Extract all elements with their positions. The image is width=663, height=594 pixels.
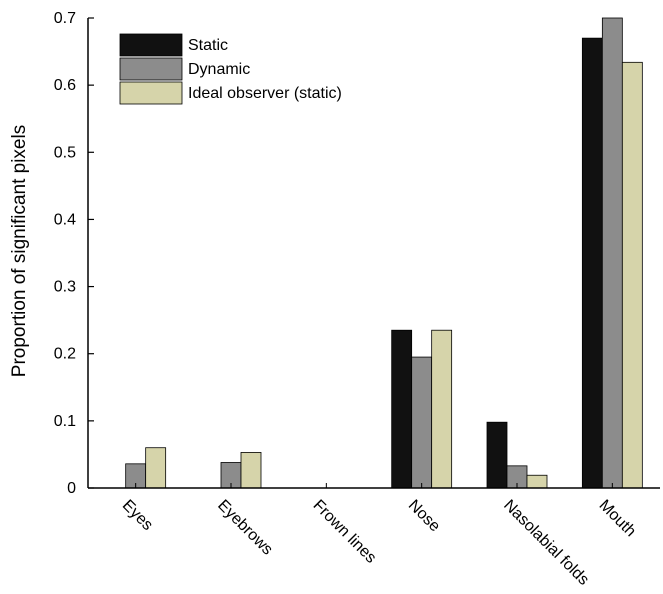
x-tick-label: Nose <box>405 497 444 536</box>
legend-label: Ideal observer (static) <box>188 85 342 102</box>
axes <box>87 18 660 489</box>
y-tick-label: 0.4 <box>54 211 76 228</box>
y-tick-label: 0.6 <box>54 77 76 94</box>
legend-swatch <box>119 81 183 105</box>
bar-mouth-ideal-observer-static <box>621 61 643 489</box>
legend-swatch <box>119 57 183 81</box>
y-ticks: 0 0.1 0.2 0.3 0.4 0.5 0.6 0.7 <box>54 10 94 497</box>
y-tick-label: 0.1 <box>54 413 76 430</box>
legend: Static Dynamic Ideal observer (static) <box>119 33 342 105</box>
bar-nose-static <box>391 329 413 489</box>
legend-label: Dynamic <box>188 61 250 78</box>
legend-label: Static <box>188 37 228 54</box>
x-tick-label: Mouth <box>596 497 639 540</box>
bar-eyebrows-ideal-observer-static <box>240 452 262 489</box>
y-tick-label: 0.2 <box>54 346 76 363</box>
x-tick-label: Nasolabial folds <box>500 497 592 589</box>
bar-mouth-dynamic <box>601 17 623 489</box>
y-tick-label: 0 <box>67 480 76 497</box>
bar-nose-ideal-observer-static <box>431 329 453 489</box>
y-axis-title: Proportion of significant pixels <box>9 125 30 377</box>
bar-nasolabial-folds-static <box>486 421 508 489</box>
bar-eyes-ideal-observer-static <box>145 447 167 489</box>
x-tick-label: Frown lines <box>310 497 380 567</box>
y-tick-label: 0.5 <box>54 144 76 161</box>
bar-nose-dynamic <box>411 356 433 489</box>
x-tick-label: Eyebrows <box>214 497 276 559</box>
bar-nasolabial-folds-ideal-observer-static <box>526 474 548 489</box>
x-tick-labels: Eyes Eyebrows Frown lines Nose Nasolabial fo… <box>119 497 639 589</box>
y-tick-label: 0.7 <box>54 10 76 27</box>
bars <box>125 17 643 489</box>
x-tick-label: Eyes <box>119 497 156 534</box>
bar-mouth-static <box>581 37 603 489</box>
y-tick-label: 0.3 <box>54 279 76 296</box>
legend-swatch <box>119 33 183 57</box>
